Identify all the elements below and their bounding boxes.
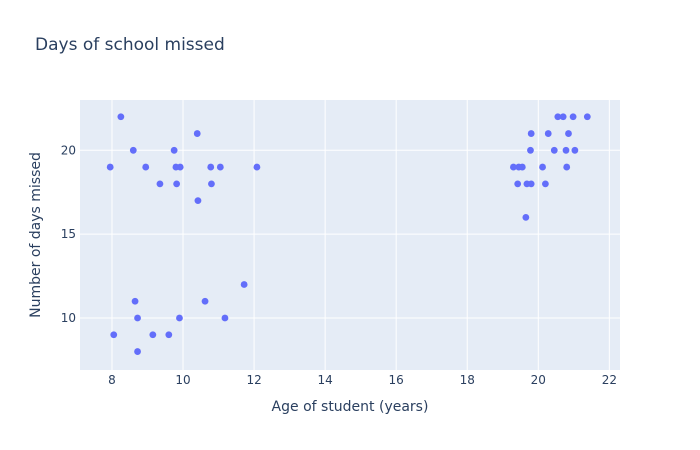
y-tick-label: 15 bbox=[61, 227, 76, 241]
chart-title: Days of school missed bbox=[35, 35, 225, 55]
x-tick-label: 12 bbox=[246, 373, 261, 387]
data-point bbox=[527, 146, 534, 154]
data-point bbox=[142, 163, 150, 171]
data-point bbox=[149, 331, 157, 339]
data-point bbox=[170, 146, 178, 154]
y-axis-ticks: 10 15 20 bbox=[61, 143, 76, 325]
data-point bbox=[583, 113, 591, 121]
data-point bbox=[527, 180, 535, 188]
x-tick-label: 16 bbox=[389, 373, 404, 387]
data-point bbox=[176, 163, 184, 171]
x-axis-title: Age of student (years) bbox=[272, 399, 429, 415]
x-tick-label: 10 bbox=[175, 373, 190, 387]
data-point bbox=[253, 163, 261, 171]
data-point bbox=[134, 314, 141, 322]
data-point bbox=[208, 180, 215, 188]
plot-area bbox=[80, 100, 620, 370]
data-point bbox=[550, 146, 558, 154]
data-point bbox=[510, 163, 517, 171]
x-tick-label: 14 bbox=[317, 373, 332, 387]
data-points bbox=[106, 113, 591, 355]
data-point bbox=[518, 163, 526, 171]
data-point bbox=[106, 163, 114, 171]
y-tick-label: 10 bbox=[61, 311, 76, 325]
data-point bbox=[131, 297, 139, 305]
data-point bbox=[544, 130, 552, 137]
data-point bbox=[110, 331, 118, 339]
data-point bbox=[193, 130, 201, 137]
y-axis-title: Number of days missed bbox=[28, 152, 44, 318]
data-point bbox=[569, 113, 577, 121]
data-point bbox=[541, 180, 549, 188]
data-point bbox=[156, 180, 164, 188]
data-point bbox=[527, 130, 535, 137]
data-point bbox=[554, 113, 562, 121]
y-tick-label: 20 bbox=[61, 143, 76, 157]
data-point bbox=[563, 163, 571, 171]
data-point bbox=[201, 297, 209, 305]
data-point bbox=[165, 331, 173, 339]
data-point bbox=[565, 130, 572, 137]
data-point bbox=[173, 180, 181, 188]
data-point bbox=[216, 163, 224, 171]
data-point bbox=[522, 213, 530, 221]
x-tick-label: 22 bbox=[602, 373, 617, 387]
data-point bbox=[571, 146, 579, 154]
data-point bbox=[207, 163, 215, 171]
gridlines bbox=[80, 100, 620, 370]
data-point bbox=[562, 146, 570, 154]
data-point bbox=[559, 113, 567, 121]
x-tick-label: 18 bbox=[460, 373, 475, 387]
data-point bbox=[117, 113, 125, 121]
data-point bbox=[221, 314, 229, 322]
x-axis-ticks: 8 10 12 14 16 18 20 22 bbox=[108, 373, 617, 387]
data-point bbox=[514, 180, 522, 188]
data-point bbox=[240, 281, 248, 288]
data-point bbox=[539, 163, 546, 171]
x-tick-label: 8 bbox=[108, 373, 116, 387]
data-point bbox=[176, 314, 183, 322]
data-point bbox=[194, 197, 202, 205]
x-tick-label: 20 bbox=[531, 373, 546, 387]
data-point bbox=[134, 348, 141, 355]
data-point bbox=[129, 146, 137, 154]
